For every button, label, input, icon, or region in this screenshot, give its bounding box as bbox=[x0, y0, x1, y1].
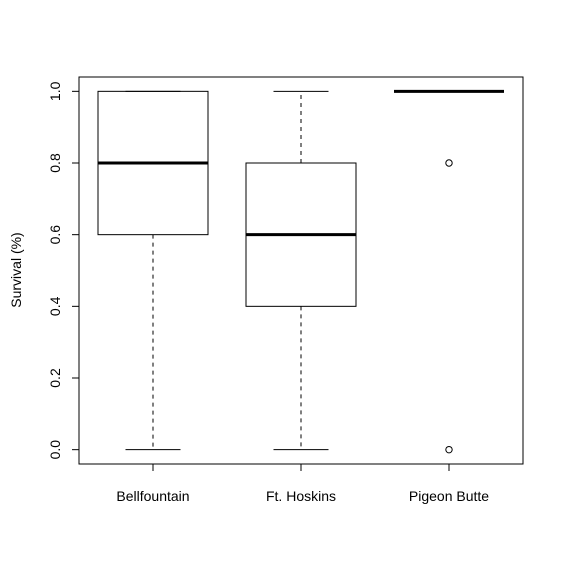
boxes bbox=[97, 89, 504, 454]
y-axis-label: Survival (%) bbox=[8, 232, 24, 307]
outlier-point bbox=[445, 159, 453, 167]
x-tick-label: Ft. Hoskins bbox=[266, 488, 336, 504]
y-axis: 0.0 0.2 0.4 0.6 0.8 1.0 bbox=[47, 81, 80, 460]
y-tick-label: 0.0 bbox=[47, 440, 63, 460]
x-tick-label: Bellfountain bbox=[116, 488, 189, 504]
y-tick-label: 1.0 bbox=[47, 81, 63, 101]
box-group bbox=[245, 90, 357, 451]
x-tick-label: Pigeon Butte bbox=[409, 488, 489, 504]
y-tick-label: 0.4 bbox=[47, 296, 63, 316]
box-group bbox=[97, 90, 209, 451]
outlier-point bbox=[445, 445, 453, 454]
x-axis: Bellfountain Ft. Hoskins Pigeon Butte bbox=[116, 463, 489, 504]
y-tick-label: 0.2 bbox=[47, 368, 63, 388]
box-group bbox=[394, 89, 504, 454]
y-tick-label: 0.8 bbox=[47, 153, 63, 173]
y-tick-label: 0.6 bbox=[47, 225, 63, 245]
